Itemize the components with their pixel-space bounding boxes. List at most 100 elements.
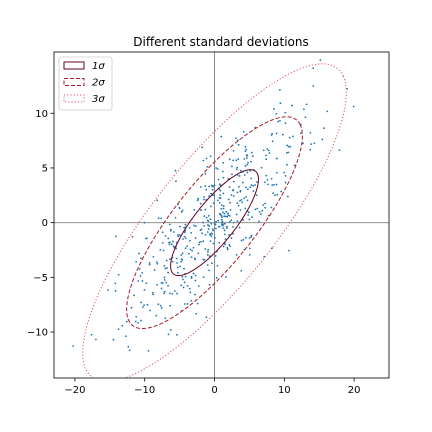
scatter-point [180, 260, 183, 263]
scatter-point [183, 231, 186, 234]
scatter-point [218, 201, 221, 204]
scatter-point [167, 333, 170, 336]
scatter-point [228, 234, 230, 236]
scatter-point [206, 264, 209, 266]
scatter-point [156, 262, 159, 265]
scatter-point [183, 303, 186, 305]
scatter-point [215, 227, 217, 230]
scatter-point [145, 282, 148, 284]
scatter-point [222, 192, 225, 195]
scatter-point [254, 184, 256, 186]
scatter-point [228, 214, 231, 217]
scatter-point [133, 294, 135, 297]
y-tick-label: 10 [35, 109, 48, 120]
scatter-point [227, 198, 230, 201]
scatter-point [184, 223, 187, 226]
scatter-point [178, 206, 181, 209]
scatter-point [146, 303, 149, 306]
scatter-point [182, 278, 184, 281]
scatter-point [287, 145, 290, 148]
scatter-point [247, 214, 249, 216]
legend-label-1sigma: 1σ [92, 61, 105, 72]
legend-label-3sigma: 3σ [92, 94, 105, 105]
scatter-point [319, 59, 322, 62]
scatter-point [191, 249, 194, 252]
scatter-point [226, 248, 229, 251]
scatter-point [204, 248, 207, 250]
scatter-point [228, 158, 231, 161]
scatter-point [264, 181, 266, 184]
scatter-point [192, 272, 195, 275]
scatter-point [184, 247, 187, 250]
scatter-point [194, 237, 197, 239]
scatter-point [117, 328, 120, 331]
scatter-point [186, 303, 189, 305]
scatter-point [267, 149, 270, 152]
scatter-point [284, 111, 287, 114]
scatter-point [266, 179, 269, 181]
scatter-point [179, 234, 181, 236]
scatter-point [221, 170, 224, 173]
scatter-point [236, 191, 239, 194]
scatter-point [163, 279, 166, 281]
scatter-point [174, 169, 177, 172]
scatter-point [235, 168, 238, 171]
scatter-point [238, 185, 240, 188]
scatter-point [211, 228, 214, 230]
scatter-point [174, 216, 177, 219]
scatter-point [352, 105, 355, 108]
scatter-point [140, 319, 142, 322]
scatter-point [241, 181, 244, 184]
scatter-point [219, 213, 222, 216]
scatter-point [238, 226, 241, 229]
legend-label-2sigma: 2σ [92, 78, 105, 89]
scatter-point [160, 217, 162, 220]
scatter-point [254, 208, 257, 211]
scatter-point [173, 290, 176, 292]
scatter-point [190, 277, 193, 279]
scatter-point [226, 225, 229, 228]
scatter-point [305, 103, 308, 106]
scatter-point [272, 192, 275, 195]
scatter-point [148, 263, 151, 266]
scatter-point [88, 378, 90, 380]
scatter-point [321, 138, 324, 141]
scatter-point [151, 291, 154, 294]
scatter-point [276, 193, 279, 196]
scatter-point [206, 231, 209, 233]
scatter-point [159, 304, 162, 307]
scatter-point [258, 220, 260, 223]
scatter-point [163, 276, 166, 279]
scatter-point [289, 145, 292, 148]
scatter-point [206, 254, 209, 256]
scatter-point [235, 253, 238, 256]
scatter-point [194, 279, 197, 282]
scatter-point [247, 161, 249, 164]
x-tick-label: −10 [134, 385, 155, 396]
scatter-point [210, 235, 213, 238]
scatter-point [155, 314, 158, 317]
x-tick-label: 10 [278, 385, 291, 396]
scatter-point [157, 217, 160, 220]
scatter-point [260, 166, 263, 169]
scatter-point [262, 149, 265, 152]
scatter-point [183, 267, 185, 270]
scatter-point [302, 142, 304, 145]
scatter-point [278, 89, 281, 91]
scatter-point [166, 267, 168, 269]
legend-box [58, 56, 113, 111]
scatter-point [230, 237, 233, 240]
scatter-point [196, 199, 199, 202]
scatter-point [156, 199, 159, 202]
scatter-point [270, 134, 273, 136]
scatter-point [217, 219, 220, 222]
scatter-point [207, 224, 209, 226]
scatter-point [275, 112, 278, 115]
scatter-point [258, 210, 261, 213]
scatter-point [232, 195, 235, 197]
scatter-point [229, 245, 232, 248]
scatter-point [239, 199, 241, 202]
scatter-point [181, 259, 184, 261]
scatter-point [244, 146, 247, 148]
